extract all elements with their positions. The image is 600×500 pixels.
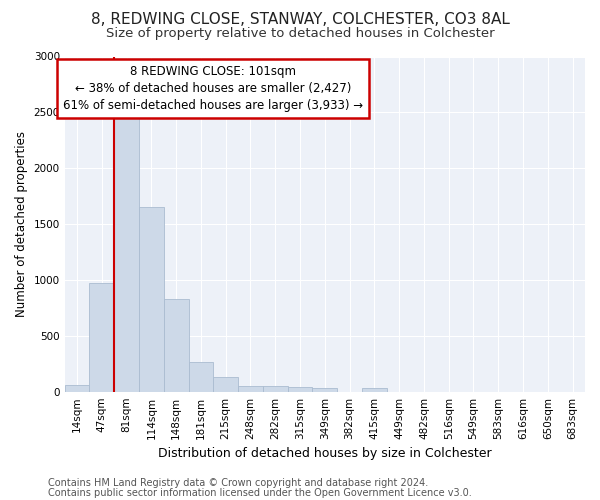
Bar [114, 118, 139, 392]
Bar [313, 388, 337, 392]
Bar [214, 377, 238, 392]
Bar [139, 208, 164, 392]
Text: Contains HM Land Registry data © Crown copyright and database right 2024.: Contains HM Land Registry data © Crown c… [48, 478, 428, 488]
Bar [188, 362, 214, 392]
Text: 8 REDWING CLOSE: 101sqm
← 38% of detached houses are smaller (2,427)
61% of semi: 8 REDWING CLOSE: 101sqm ← 38% of detache… [63, 65, 363, 112]
Bar [362, 388, 387, 392]
Text: Size of property relative to detached houses in Colchester: Size of property relative to detached ho… [106, 28, 494, 40]
Y-axis label: Number of detached properties: Number of detached properties [15, 131, 28, 317]
Text: Contains public sector information licensed under the Open Government Licence v3: Contains public sector information licen… [48, 488, 472, 498]
Text: 8, REDWING CLOSE, STANWAY, COLCHESTER, CO3 8AL: 8, REDWING CLOSE, STANWAY, COLCHESTER, C… [91, 12, 509, 28]
Bar [89, 282, 114, 392]
Bar [164, 299, 188, 392]
X-axis label: Distribution of detached houses by size in Colchester: Distribution of detached houses by size … [158, 447, 491, 460]
Bar [263, 386, 287, 392]
Bar [287, 386, 313, 392]
Bar [65, 385, 89, 392]
Bar [238, 386, 263, 392]
